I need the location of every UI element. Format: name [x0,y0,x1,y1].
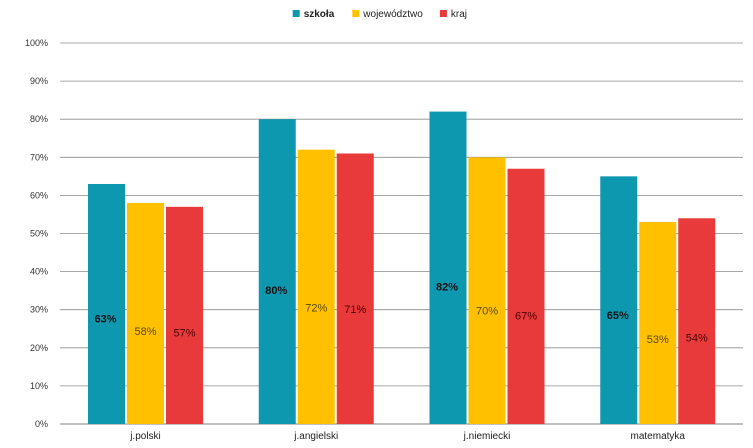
legend-swatch [439,10,447,17]
x-axis-categories: j.polski j.angielski j.niemiecki matematyka [129,431,685,442]
data-label: 57% [173,327,195,339]
data-labels: 63% 58% 57% 80% 72% 71% 82% 70% 67% 65% 53% 54% [94,282,707,347]
data-label: 65% [607,310,629,322]
data-label: 71% [344,304,366,316]
y-tick-label: 50% [30,229,48,239]
bar-matematyka-1 [639,222,677,424]
y-tick-label: 20% [30,343,48,353]
bars [88,111,716,425]
y-tick-label: 80% [30,114,48,124]
data-label: 72% [305,302,327,314]
x-category-label: j.niemiecki [463,431,511,442]
data-label: 58% [134,326,156,338]
bar-jangielski-0 [258,119,296,424]
bar-jangielski-2 [336,153,374,425]
data-label: 67% [515,311,537,323]
data-label: 54% [686,332,708,344]
legend-label: województwo [362,9,423,20]
y-tick-label: 10% [30,381,48,391]
y-tick-label: 70% [30,152,48,162]
x-category-label: j.polski [129,431,161,442]
data-label: 82% [436,282,458,294]
y-tick-label: 0% [35,419,48,429]
legend: szkoła województwo kraj [292,9,467,20]
bar-jpolski-2 [166,206,203,424]
data-label: 53% [647,334,669,346]
legend-label: szkoła [304,9,335,20]
y-tick-label: 30% [30,305,48,315]
data-label: 63% [94,313,116,325]
bar-jniemiecki-2 [507,168,545,424]
bar-jniemiecki-0 [429,111,467,424]
bar-jpolski-0 [88,183,125,424]
y-tick-label: 40% [30,267,48,277]
data-label: 70% [476,306,498,318]
y-tick-label: 60% [30,190,48,200]
y-tick-label: 100% [25,38,48,48]
bar-matematyka-0 [600,176,638,424]
bar-jangielski-1 [297,149,335,424]
bar-jpolski-1 [127,203,164,424]
legend-swatch [292,10,300,17]
x-category-label: j.angielski [293,431,338,442]
bar-jniemiecki-1 [468,157,506,425]
legend-label: kraj [451,9,467,20]
y-tick-label: 90% [30,76,48,86]
bar-matematyka-2 [678,218,716,424]
x-category-label: matematyka [631,431,686,442]
data-label: 80% [265,285,287,297]
legend-swatch [352,10,360,17]
y-axis-ticks: 0% 10% 20% 30% 40% 50% 60% 70% 80% 90% 100% [25,38,48,429]
